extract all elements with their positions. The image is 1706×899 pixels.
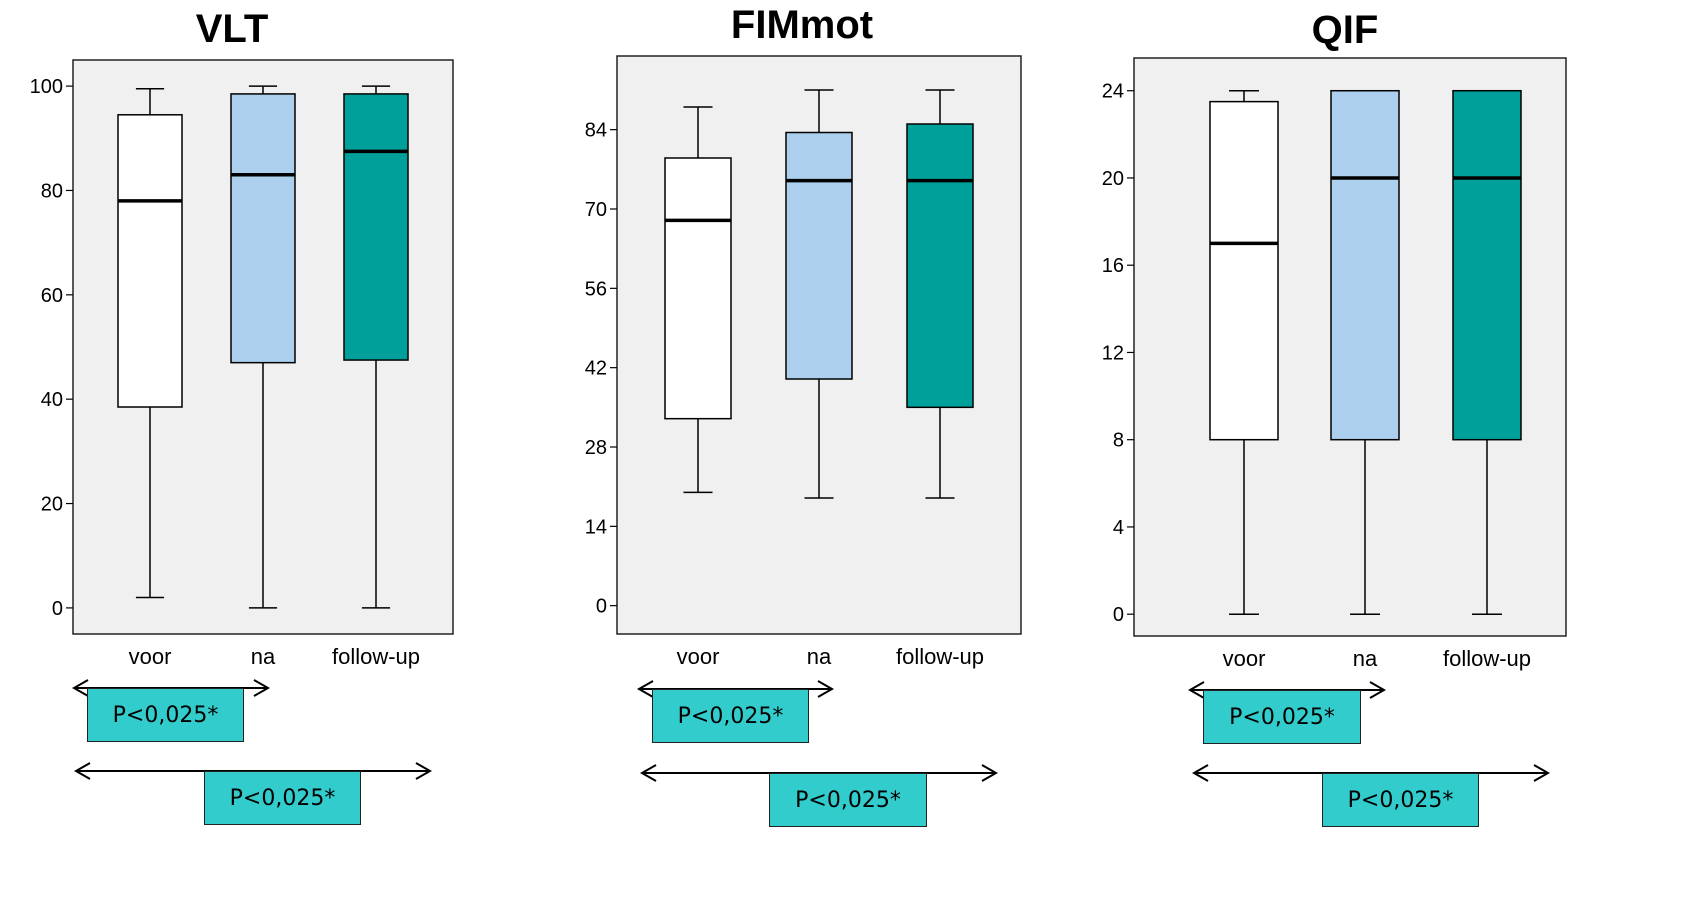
box-follow-up bbox=[1452, 89, 1522, 615]
x-category-label: na bbox=[251, 644, 276, 669]
y-tick-label: 0 bbox=[1113, 604, 1124, 626]
y-tick-label: 0 bbox=[596, 596, 607, 618]
iqr-box bbox=[343, 93, 409, 361]
chart-panel-2: QIF 0 4 8 12 16 20 24 voor na follow-up bbox=[1102, 8, 1567, 782]
y-tick-label: 20 bbox=[1102, 168, 1124, 190]
y-tick-label: 20 bbox=[41, 494, 63, 516]
y-tick-label: 80 bbox=[41, 180, 63, 202]
y-tick-label: 60 bbox=[41, 285, 63, 307]
chart-panel-1: FIMmot 0 14 28 42 56 70 84 voor na follow-up bbox=[585, 3, 1022, 782]
chart-panel-0: VLT 0 20 40 60 80 100 voor na follow-up bbox=[30, 7, 454, 780]
arrow-head-right bbox=[981, 764, 999, 782]
iqr-box bbox=[664, 157, 732, 420]
x-category-label: voor bbox=[677, 644, 720, 669]
box-follow-up bbox=[343, 85, 409, 609]
iqr-box bbox=[117, 114, 183, 408]
x-category-label: follow-up bbox=[1443, 646, 1531, 671]
y-tick-label: 14 bbox=[585, 516, 607, 538]
box-voor bbox=[664, 106, 732, 494]
significance-label: P<0,025* bbox=[204, 771, 361, 825]
y-tick-label: 8 bbox=[1113, 430, 1124, 452]
iqr-box bbox=[1209, 100, 1279, 441]
significance-label: P<0,025* bbox=[1322, 773, 1479, 827]
box-na bbox=[230, 85, 296, 609]
iqr-box bbox=[1330, 89, 1400, 441]
arrow-head-left bbox=[639, 764, 657, 782]
y-tick-label: 24 bbox=[1102, 81, 1124, 103]
arrow-head-right bbox=[253, 679, 271, 697]
y-tick-label: 12 bbox=[1102, 342, 1124, 364]
chart-title: VLT bbox=[196, 7, 269, 51]
y-tick-label: 28 bbox=[585, 437, 607, 459]
significance-label: P<0,025* bbox=[652, 689, 809, 743]
chart-title: FIMmot bbox=[731, 3, 873, 47]
chart-title: QIF bbox=[1312, 8, 1379, 52]
y-tick-label: 84 bbox=[585, 120, 607, 142]
arrow-head-right bbox=[1533, 764, 1551, 782]
arrow-head-left bbox=[1191, 764, 1209, 782]
x-category-label: na bbox=[1353, 646, 1378, 671]
box-na bbox=[785, 89, 853, 499]
arrow-head-left bbox=[636, 680, 654, 698]
arrow-head-left bbox=[73, 762, 91, 780]
y-tick-label: 4 bbox=[1113, 517, 1124, 539]
y-tick-label: 16 bbox=[1102, 255, 1124, 277]
iqr-box bbox=[230, 93, 296, 364]
x-category-label: follow-up bbox=[896, 644, 984, 669]
y-tick-label: 70 bbox=[585, 199, 607, 221]
x-category-label: na bbox=[807, 644, 832, 669]
x-category-label: follow-up bbox=[332, 644, 420, 669]
box-follow-up bbox=[906, 89, 974, 499]
arrow-head-right bbox=[415, 762, 433, 780]
arrow-head-right bbox=[817, 680, 835, 698]
x-category-label: voor bbox=[129, 644, 172, 669]
arrow-head-right bbox=[1369, 681, 1387, 699]
y-tick-label: 42 bbox=[585, 358, 607, 380]
y-tick-label: 56 bbox=[585, 278, 607, 300]
significance-label: P<0,025* bbox=[1203, 690, 1361, 744]
box-voor bbox=[1209, 89, 1279, 615]
box-voor bbox=[117, 87, 183, 599]
arrow-head-left bbox=[71, 679, 89, 697]
iqr-box bbox=[785, 131, 853, 380]
y-tick-label: 100 bbox=[30, 76, 63, 98]
y-tick-label: 0 bbox=[52, 598, 63, 620]
arrow-head-left bbox=[1187, 681, 1205, 699]
significance-label: P<0,025* bbox=[769, 773, 927, 827]
iqr-box bbox=[906, 123, 974, 409]
significance-label: P<0,025* bbox=[87, 688, 244, 742]
x-category-label: voor bbox=[1223, 646, 1266, 671]
iqr-box bbox=[1452, 89, 1522, 441]
box-na bbox=[1330, 89, 1400, 615]
y-tick-label: 40 bbox=[41, 389, 63, 411]
